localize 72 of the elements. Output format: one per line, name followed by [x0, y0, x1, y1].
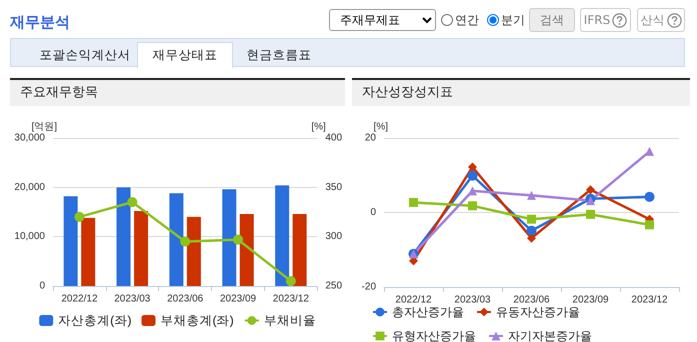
- point: [645, 220, 654, 230]
- bar: [222, 189, 236, 286]
- x-tick-label: 2023/09: [572, 294, 610, 306]
- legend-label: 유동자산증가율: [496, 305, 580, 319]
- chart-title: 자산성장성지표: [352, 80, 690, 106]
- legend-label: 부채비율: [264, 314, 316, 328]
- y-tick-label: 0: [39, 280, 46, 292]
- point: [586, 196, 595, 206]
- text: 검색: [529, 8, 575, 32]
- x-tick-label: 2022/12: [395, 294, 432, 306]
- y-tick-label: 10,000: [14, 231, 46, 242]
- y-tick-label: 0: [370, 207, 376, 218]
- point: [233, 234, 244, 245]
- bar: [240, 214, 254, 286]
- legend-label: 자산총계(좌): [58, 314, 132, 328]
- text: 연간: [454, 12, 479, 28]
- point: [586, 210, 595, 219]
- bar: [81, 218, 96, 286]
- text: IFRS: [584, 13, 610, 27]
- x-tick-label: 2022/12: [61, 294, 98, 304]
- point: [527, 190, 536, 200]
- y-tick-label: 20,000: [14, 182, 46, 193]
- bar: [186, 216, 201, 286]
- point: [468, 170, 478, 181]
- point: [127, 197, 138, 208]
- point: [409, 198, 418, 207]
- text: 재무분석: [10, 13, 70, 32]
- y-axis-title: [%]: [374, 122, 388, 132]
- y2-tick-label: 250: [325, 280, 342, 292]
- y2-tick-label: 350: [325, 182, 342, 193]
- point: [586, 185, 595, 194]
- point: [286, 276, 296, 286]
- y2-axis-title: [%]: [311, 122, 326, 132]
- point: [527, 234, 536, 243]
- bar: [275, 185, 290, 286]
- x-tick-label: 2023/12: [631, 294, 668, 306]
- x-tick-label: 2023/03: [114, 294, 151, 304]
- point: [468, 201, 477, 210]
- x-tick-label: 2023/06: [513, 294, 550, 306]
- bar: [116, 187, 131, 286]
- legend-label: 부채총계(좌): [160, 314, 234, 328]
- text: 포괄손익계산서: [38, 46, 132, 64]
- point: [527, 214, 536, 224]
- y-tick-label: 20: [364, 132, 376, 144]
- text: 현금흐름표: [246, 46, 312, 64]
- y2-tick-label: 400: [325, 132, 342, 144]
- x-tick-label: 2023/06: [167, 294, 204, 304]
- y-tick-label: -20: [362, 282, 376, 292]
- bar: [292, 214, 307, 286]
- text: 분기: [500, 12, 525, 28]
- x-tick-label: 2023/12: [272, 294, 310, 304]
- y-tick-label: 30,000: [14, 132, 46, 144]
- text: 주재무제표: [329, 9, 436, 31]
- y2-tick-label: 300: [325, 231, 342, 242]
- text: 산식: [640, 12, 664, 28]
- chart-title: 주요재무항목: [10, 80, 345, 106]
- point: [644, 192, 654, 202]
- legend-label: 총자산증가율: [392, 305, 464, 319]
- text: 재무상태표: [137, 42, 233, 68]
- point: [180, 236, 190, 247]
- point: [468, 162, 477, 172]
- point: [526, 226, 536, 236]
- point: [74, 212, 84, 222]
- legend-label: 자기자본증가율: [508, 329, 592, 342]
- x-tick-label: 2023/09: [220, 294, 257, 304]
- x-tick-label: 2023/03: [454, 294, 492, 306]
- y-axis-title: [억원]: [31, 122, 58, 132]
- bar: [64, 196, 78, 286]
- bar: [134, 211, 148, 286]
- point: [645, 146, 654, 156]
- legend-label: 유형자산증가율: [392, 329, 476, 342]
- bar: [169, 193, 184, 286]
